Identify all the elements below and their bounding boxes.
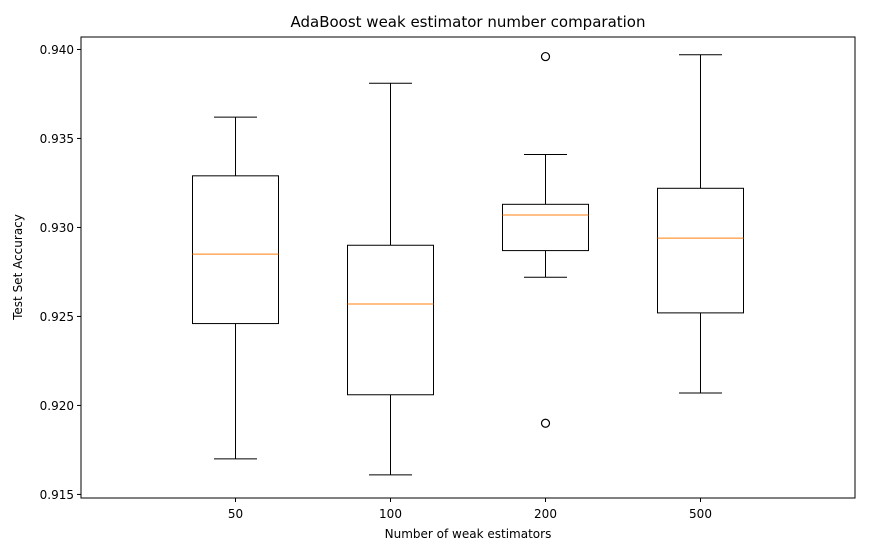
y-tick-label: 0.930 [40, 221, 74, 235]
iqr-box [347, 244, 434, 396]
x-tick-label: 50 [228, 507, 243, 521]
y-tick-label: 0.935 [40, 132, 74, 146]
x-axis: 50 100 200 500 [228, 498, 712, 521]
outlier-point [540, 418, 551, 428]
outlier-point [540, 51, 551, 62]
plot-area-frame [80, 36, 856, 499]
y-axis-label: Test Set Accuracy [11, 214, 25, 321]
box-series [192, 51, 744, 476]
box-group-100 [347, 82, 434, 476]
y-axis: 0.915 0.920 0.925 0.930 0.935 0.940 [40, 43, 81, 502]
y-tick-label: 0.940 [40, 43, 74, 57]
x-tick-label: 100 [379, 507, 402, 521]
y-tick-label: 0.915 [40, 488, 74, 502]
chart-title: AdaBoost weak estimator number comparati… [290, 13, 645, 31]
box-group-50 [192, 116, 279, 460]
box-group-200 [502, 51, 589, 428]
y-tick-label: 0.925 [40, 310, 74, 324]
iqr-box [502, 203, 589, 252]
y-tick-label: 0.920 [40, 399, 74, 413]
iqr-box [192, 175, 279, 325]
x-tick-label: 200 [534, 507, 557, 521]
x-tick-label: 500 [689, 507, 712, 521]
x-axis-label: Number of weak estimators [385, 527, 552, 541]
iqr-box [657, 187, 744, 314]
box-group-500 [657, 54, 744, 394]
